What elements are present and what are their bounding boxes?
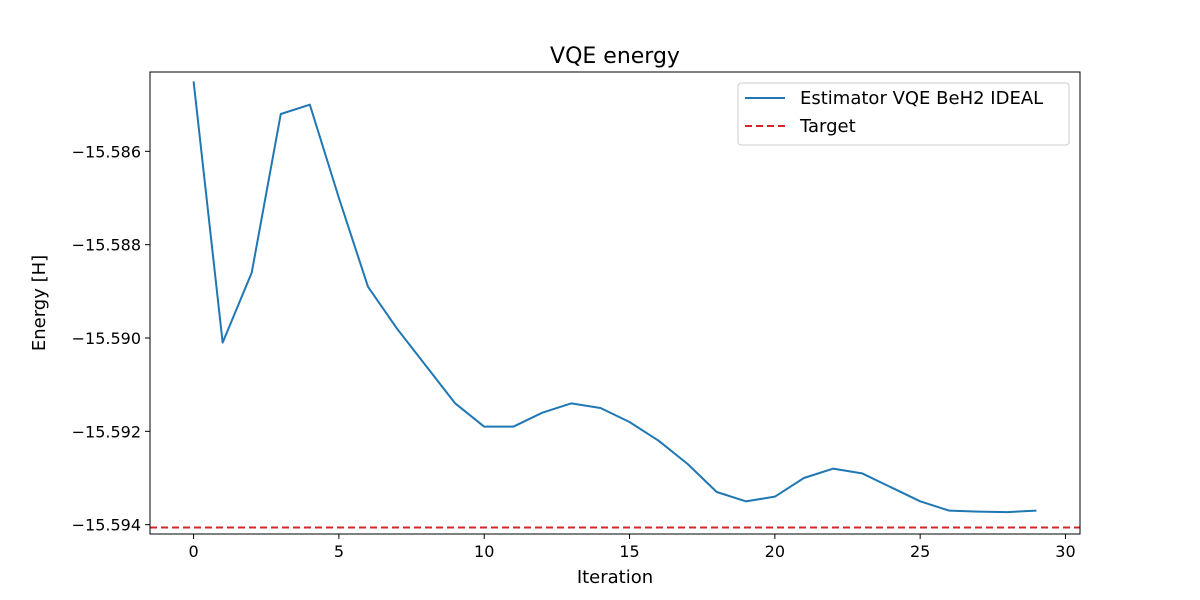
plot-frame	[149, 71, 1081, 535]
y-tick-label: −15.586	[72, 142, 141, 161]
y-tick-label: −15.590	[72, 329, 141, 348]
x-tick-label: 10	[474, 542, 494, 561]
y-axis-ticks: −15.586 −15.588 −15.590 −15.592 −15.594	[72, 142, 150, 535]
y-tick-label: −15.594	[72, 516, 141, 535]
x-tick-label: 20	[765, 542, 785, 561]
x-tick-label: 0	[189, 542, 199, 561]
legend-label: Target	[799, 116, 856, 137]
x-axis-label: Iteration	[577, 567, 653, 588]
chart-title: VQE energy	[550, 44, 680, 69]
series-line	[192, 81, 1037, 514]
y-tick-label: −15.592	[72, 422, 141, 441]
legend-box	[737, 82, 1070, 146]
plot-area	[150, 81, 1080, 529]
legend: Estimator VQE BeH2 IDEAL Target	[737, 82, 1070, 146]
x-axis-ticks: 0 5 10 15 20 25 30	[189, 534, 1076, 561]
x-tick-label: 25	[910, 542, 930, 561]
x-tick-label: 15	[619, 542, 639, 561]
x-tick-label: 30	[1055, 542, 1075, 561]
y-tick-label: −15.588	[72, 236, 141, 255]
legend-label: Estimator VQE BeH2 IDEAL	[800, 88, 1043, 109]
y-axis-label: Energy [H]	[29, 255, 50, 351]
x-tick-label: 5	[334, 542, 344, 561]
